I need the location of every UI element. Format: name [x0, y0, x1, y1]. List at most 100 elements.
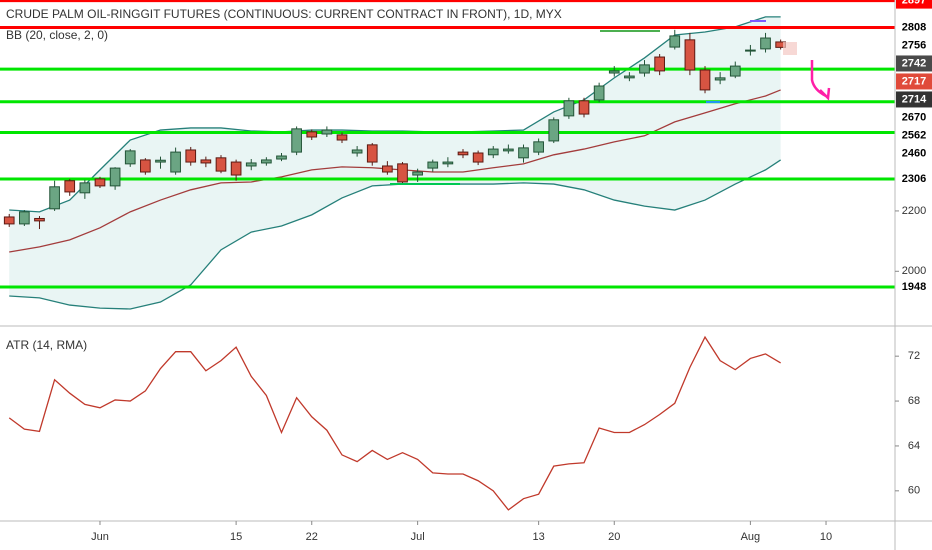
price-label-box — [896, 91, 932, 108]
annotation-box — [783, 42, 797, 55]
candle-body — [442, 161, 454, 165]
y-tick-label: 2000 — [902, 265, 926, 277]
candle-body — [518, 147, 529, 159]
price-label: 2897 — [902, 0, 926, 7]
y-tick-label: 64 — [908, 440, 920, 452]
x-tick-label: 20 — [608, 531, 620, 543]
band-fill — [9, 16, 781, 310]
indicator-label: BB (20, close, 2, 0) — [6, 28, 108, 42]
candle-body — [215, 157, 227, 172]
price-label: 1948 — [902, 281, 926, 293]
candle-body — [3, 216, 15, 225]
y-tick-label: 2200 — [902, 205, 926, 217]
candle-body — [487, 148, 499, 156]
price-label: 2717 — [902, 75, 926, 87]
candle-body — [79, 182, 91, 194]
price-label-box — [896, 19, 932, 36]
candle-body — [397, 163, 408, 183]
candle-body — [624, 75, 635, 79]
candle-body — [306, 131, 318, 138]
price-label-box — [896, 37, 932, 54]
candle-body — [170, 151, 181, 173]
price-label-box — [896, 145, 932, 162]
candle-body — [563, 100, 575, 117]
candle-body — [382, 165, 393, 173]
x-tick-label: Aug — [741, 531, 761, 543]
candle-body — [760, 37, 771, 50]
candle-body — [291, 128, 302, 153]
price-label: 2742 — [902, 57, 926, 69]
annotation-arrow — [810, 60, 827, 98]
candle-body — [155, 159, 166, 163]
candle-body — [245, 162, 257, 167]
atr-line — [8, 335, 781, 511]
candle-body — [412, 171, 423, 176]
band-upper — [9, 16, 781, 213]
candle-body — [593, 85, 605, 101]
candle-body — [276, 155, 287, 160]
price-label-box — [896, 55, 932, 72]
candle-body — [351, 149, 363, 154]
text-layer: CRUDE PALM OIL-RINGGIT FUTURES (CONTINUO… — [6, 0, 932, 543]
candle-body — [19, 211, 30, 225]
price-label-box — [896, 73, 932, 90]
candle-body — [427, 161, 439, 169]
candle-body — [230, 161, 242, 176]
price-label-box — [896, 127, 932, 144]
candle-body — [714, 77, 726, 81]
price-label: 2756 — [902, 39, 926, 51]
candle-body — [200, 159, 212, 164]
price-label: 2670 — [902, 111, 926, 123]
candle-body — [94, 178, 106, 187]
candle-body — [49, 186, 60, 210]
chart-title: CRUDE PALM OIL-RINGGIT FUTURES (CONTINUO… — [6, 7, 562, 21]
candle-body — [336, 134, 348, 141]
candle-body — [533, 141, 544, 153]
annotation-arrow-head — [819, 87, 831, 101]
candle-body — [503, 148, 514, 152]
price-label: 2306 — [902, 173, 926, 185]
candle-body — [185, 149, 197, 163]
candle-body — [457, 151, 469, 156]
x-tick-label: 15 — [230, 531, 242, 543]
candle-body — [578, 100, 590, 115]
candle-body — [548, 119, 560, 142]
candle-body — [745, 49, 756, 52]
candle-body — [140, 159, 151, 173]
candle-body — [472, 152, 484, 163]
candle-body — [124, 150, 136, 165]
x-tick-label: Jun — [91, 531, 109, 543]
x-tick-label: Jul — [411, 531, 425, 543]
candle-body — [684, 39, 696, 71]
candle-body — [729, 65, 741, 77]
candle-body — [109, 167, 121, 187]
candle-body — [261, 159, 272, 164]
candle-body — [654, 56, 665, 72]
price-label: 2562 — [902, 129, 926, 141]
candle-body — [699, 69, 711, 91]
y-tick-label: 68 — [908, 395, 920, 407]
candle-body — [669, 35, 681, 48]
level-layer — [0, 0, 895, 289]
y-tick-label: 60 — [908, 485, 920, 497]
x-tick-label: 10 — [820, 531, 832, 543]
candle-body — [321, 129, 333, 135]
price-label: 2808 — [902, 21, 926, 33]
candle-body — [366, 144, 378, 163]
candle-body — [639, 64, 650, 74]
price-label-box — [896, 170, 932, 187]
candle-body — [608, 70, 620, 74]
price-label: 2460 — [902, 147, 926, 159]
price-label-box — [896, 109, 932, 126]
atr-label: ATR (14, RMA) — [6, 338, 87, 352]
candle-body — [34, 217, 45, 222]
x-tick-label: 13 — [533, 531, 545, 543]
price-label-box — [896, 278, 932, 295]
price-label: 2714 — [902, 93, 927, 105]
x-tick-label: 22 — [306, 531, 318, 543]
candle-body — [64, 180, 76, 193]
price-label-box — [896, 0, 932, 9]
y-tick-label: 72 — [908, 350, 920, 362]
